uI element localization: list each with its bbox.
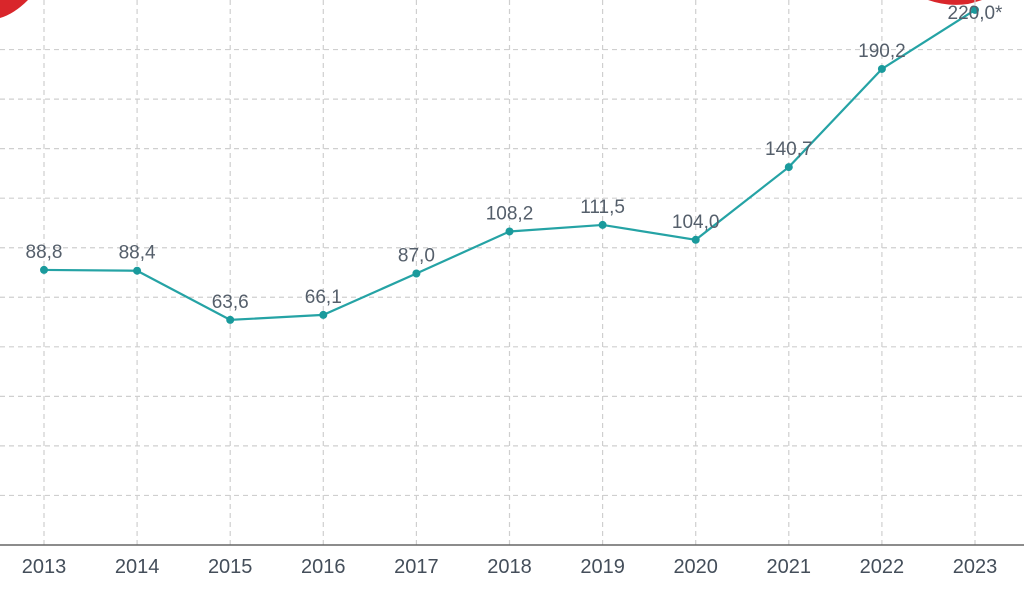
data-label: 66,1	[305, 287, 342, 308]
x-tick-label: 2015	[208, 556, 253, 578]
data-labels: 88,8 88,4 63,6 66,1 87,0 108,2 111,5 104,0 140,7…	[26, 3, 1004, 313]
x-tick-label: 2021	[767, 556, 812, 578]
cropped-badge-left	[0, 0, 28, 18]
data-label: 87,0	[398, 245, 435, 266]
x-axis: 2013 2014 2015 2016 2017 2018 2019 2020 2021 2022…	[0, 544, 1024, 578]
data-label: 140,7	[765, 139, 813, 160]
grid	[0, 0, 1024, 545]
data-point	[598, 220, 607, 229]
x-tick-label: 2014	[115, 556, 160, 578]
data-label: 111,5	[580, 197, 625, 218]
data-point	[319, 310, 328, 319]
x-tick-label: 2013	[22, 556, 67, 578]
x-tick-label: 2019	[580, 556, 625, 578]
data-point	[133, 266, 142, 275]
cropped-badge-right	[928, 0, 982, 5]
x-tick-label: 2023	[953, 556, 998, 578]
data-point	[971, 5, 979, 14]
data-label: 88,8	[26, 242, 63, 263]
x-tick-label: 2020	[673, 556, 718, 578]
data-point	[877, 64, 886, 73]
x-tick-label: 2017	[394, 556, 439, 578]
data-point	[691, 235, 700, 244]
x-tick-label: 2022	[860, 556, 905, 578]
data-point	[505, 227, 514, 236]
data-label: 88,4	[119, 243, 156, 264]
data-point	[412, 269, 421, 278]
data-label: 104,0	[672, 212, 720, 233]
data-label: 190,2	[858, 41, 906, 62]
data-point	[784, 163, 793, 172]
x-tick-label: 2016	[301, 556, 346, 578]
data-point	[40, 265, 48, 274]
data-label: 220,0*	[948, 3, 1004, 24]
data-label: 63,6	[212, 292, 249, 313]
x-tick-label: 2018	[487, 556, 532, 578]
data-label: 108,2	[486, 203, 534, 224]
data-point	[226, 315, 235, 324]
series	[40, 5, 979, 324]
